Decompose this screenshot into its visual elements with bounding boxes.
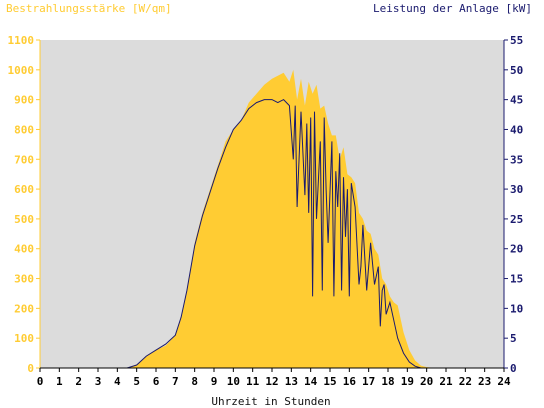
irradiance-series — [40, 69, 504, 369]
x-tick-label: 1 — [56, 375, 63, 388]
power-series — [40, 98, 504, 369]
left-tick-label: 0 — [27, 362, 34, 375]
right-tick-label: 45 — [510, 94, 523, 107]
x-tick-label: 10 — [227, 375, 240, 388]
left-axis-ticks: 0 100 200 300 400 500 600 700 800 900 1000 1100 — [8, 34, 40, 375]
left-tick-label: 1100 — [8, 34, 35, 47]
right-tick-label: 50 — [510, 64, 523, 77]
right-tick-label: 20 — [510, 243, 523, 256]
irradiance-area — [40, 69, 504, 369]
x-tick-label: 23 — [478, 375, 491, 388]
x-tick-label: 0 — [37, 375, 44, 388]
x-tick-label: 12 — [265, 375, 278, 388]
x-tick-label: 24 — [497, 375, 511, 388]
right-tick-label: 15 — [510, 273, 523, 286]
left-tick-label: 100 — [14, 332, 34, 345]
left-tick-label: 300 — [14, 273, 34, 286]
power-line — [40, 98, 504, 369]
x-tick-label: 22 — [459, 375, 472, 388]
x-tick-label: 19 — [401, 375, 414, 388]
right-tick-label: 40 — [510, 123, 523, 136]
x-tick-label: 17 — [362, 375, 375, 388]
right-tick-label: 10 — [510, 302, 523, 315]
x-tick-label: 21 — [439, 375, 453, 388]
right-tick-label: 55 — [510, 34, 523, 47]
x-tick-label: 2 — [75, 375, 82, 388]
x-tick-label: 15 — [323, 375, 336, 388]
left-tick-label: 200 — [14, 302, 34, 315]
x-tick-label: 5 — [133, 375, 140, 388]
x-tick-label: 4 — [114, 375, 121, 388]
right-tick-label: 35 — [510, 153, 523, 166]
left-tick-label: 800 — [14, 123, 34, 136]
x-tick-label: 6 — [153, 375, 160, 388]
left-axis-label: Bestrahlungsstärke [W/qm] — [6, 2, 172, 15]
left-tick-label: 700 — [14, 153, 34, 166]
x-axis-label: Uhrzeit in Stunden — [211, 395, 330, 408]
x-tick-label: 11 — [246, 375, 260, 388]
x-tick-label: 20 — [420, 375, 433, 388]
x-tick-label: 18 — [381, 375, 394, 388]
x-tick-label: 9 — [211, 375, 218, 388]
x-tick-label: 14 — [304, 375, 318, 388]
right-axis-label: Leistung der Anlage [kW] — [373, 2, 532, 15]
x-axis-ticks: 0 1 2 3 4 5 6 7 8 9 10 11 12 13 14 15 16 17 18 19 20 21 22 23 24 — [37, 368, 511, 388]
left-tick-label: 400 — [14, 243, 34, 256]
right-tick-label: 0 — [510, 362, 517, 375]
left-tick-label: 1000 — [8, 64, 35, 77]
right-tick-label: 30 — [510, 183, 523, 196]
left-tick-label: 600 — [14, 183, 34, 196]
x-tick-label: 13 — [285, 375, 298, 388]
right-tick-label: 25 — [510, 213, 523, 226]
x-tick-label: 3 — [95, 375, 102, 388]
right-axis-ticks: 0 5 10 15 20 25 30 35 40 45 50 55 — [504, 34, 523, 375]
x-tick-label: 7 — [172, 375, 179, 388]
x-tick-label: 16 — [343, 375, 357, 388]
right-tick-label: 5 — [510, 332, 517, 345]
left-tick-label: 500 — [14, 213, 34, 226]
x-tick-label: 8 — [191, 375, 198, 388]
left-tick-label: 900 — [14, 94, 34, 107]
